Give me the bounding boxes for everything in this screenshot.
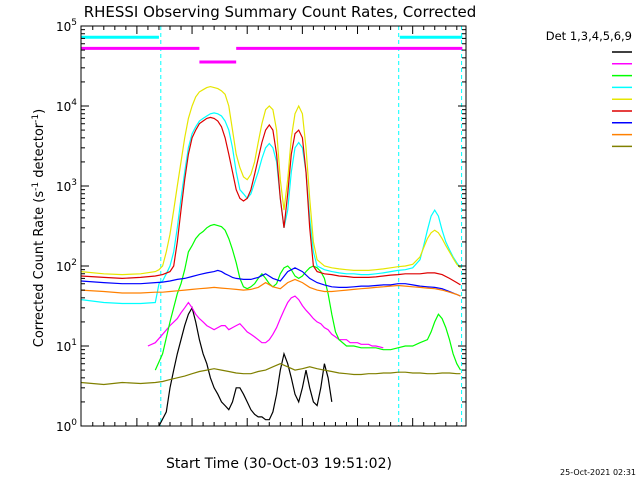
y-tick-exp-2: 2: [71, 258, 77, 268]
chart-title: RHESSI Observing Summary Count Rates, Co…: [84, 3, 477, 21]
series-line-6: [81, 267, 461, 297]
series-line-1: [147, 295, 384, 349]
y-tick-base-3: 10: [56, 180, 71, 194]
y-tick-base-4: 10: [56, 100, 71, 114]
series-line-8: [81, 363, 461, 386]
y-tick-label-1: 101: [56, 338, 77, 354]
y-axis-label-part-3: -1: [31, 114, 41, 123]
y-tick-base-2: 10: [56, 260, 71, 274]
y-axis-label-part-1: -1: [31, 182, 41, 191]
y-axis-label: Corrected Count Rate (s-1 detector-1): [31, 109, 47, 347]
x-axis-label: Start Time (30-Oct-03 19:51:02): [166, 456, 392, 472]
y-tick-base-1: 10: [56, 340, 71, 354]
flag-bars: [81, 26, 463, 426]
series-line-0: [158, 306, 333, 426]
y-tick-label-3: 103: [56, 178, 77, 194]
y-axis-label-part-4: ): [32, 109, 47, 114]
series-lines: [81, 85, 462, 426]
y-axis-label-part-2: detector: [32, 122, 47, 182]
y-tick-exp-5: 5: [71, 18, 77, 28]
y-tick-label-4: 104: [56, 98, 77, 114]
y-tick-base-5: 10: [56, 20, 71, 34]
y-tick-exp-1: 1: [71, 338, 77, 348]
y-tick-exp-0: 0: [71, 418, 77, 428]
y-tick-label-0: 100: [56, 418, 77, 434]
series-line-3: [81, 112, 461, 305]
y-axis-label-part-0: Corrected Count Rate (s: [32, 191, 47, 348]
y-tick-label-2: 102: [56, 258, 77, 274]
plot-frame: [80, 25, 467, 427]
legend-title: Det 1,3,4,5,6,9: [546, 29, 632, 43]
y-tick-base-0: 10: [56, 420, 71, 434]
series-line-5: [81, 116, 461, 286]
y-tick-exp-4: 4: [71, 98, 77, 108]
legend: Det 1,3,4,5,6,9: [546, 29, 632, 148]
y-tick-exp-3: 3: [71, 178, 77, 188]
y-tick-label-5: 105: [56, 18, 77, 34]
series-line-4: [81, 85, 461, 276]
footer-date: 25-Oct-2021 02:31: [560, 468, 636, 477]
series-line-7: [81, 278, 461, 297]
